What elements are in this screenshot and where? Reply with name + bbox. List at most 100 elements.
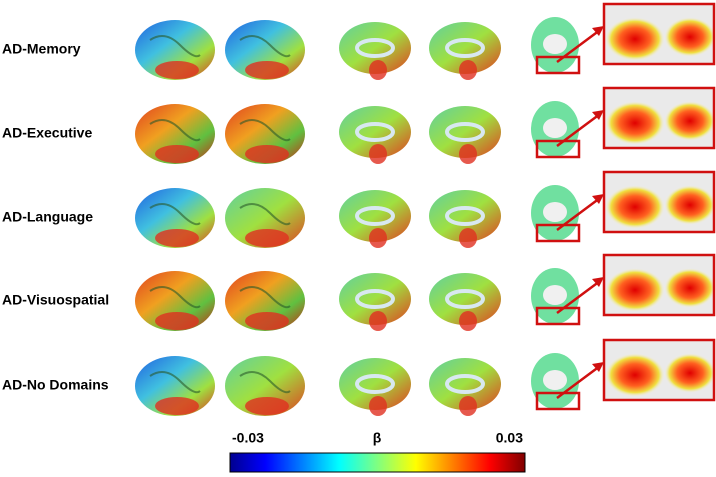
zoom-blob-right [664,353,716,393]
brain-medial [429,273,501,325]
corpus-callosum [445,38,485,58]
zoom-border [602,2,716,66]
brainstem [369,311,387,331]
roi-box [535,139,581,159]
row: AD-Language [2,170,716,248]
brainstem [459,228,477,248]
zoom-blob-left [605,101,665,145]
brainstem [459,60,477,80]
zoom-arrow [556,112,601,148]
arrow-head [592,110,604,120]
brain-medial [429,106,501,158]
zoom-border [602,86,716,150]
sulcus [239,119,291,142]
corpus-callosum [355,38,395,58]
temporal-lobe [245,61,289,79]
brain-medial [339,358,411,410]
sulcus [239,35,291,58]
brainstem [459,311,477,331]
arrow-head [592,277,604,287]
coronal-core [543,202,567,222]
row: AD-Visuospatial [2,253,716,331]
brain-medial [339,190,411,242]
sulcus [239,371,291,394]
zoom-blob-right [664,101,716,141]
zoom-arrow [556,28,601,64]
row-label: AD-Visuospatial [2,292,109,308]
zoom-blob-left [605,185,665,229]
brain-medial [429,190,501,242]
corpus-callosum [445,374,485,394]
temporal-lobe [155,61,199,79]
temporal-lobe [245,397,289,415]
coronal-core [543,370,567,390]
zoom-border [602,338,716,402]
zoom-blob-left [605,353,665,397]
coronal-core [543,285,567,305]
zoom-arrow [556,279,601,315]
coronal-core [543,118,567,138]
colorbar-min: -0.03 [232,430,264,446]
zoom-border [602,170,716,234]
temporal-lobe [245,229,289,247]
zoom-arrow [556,364,601,400]
row-label: AD-Memory [2,41,81,57]
roi-box [535,391,581,411]
arrow-head [592,26,604,36]
temporal-lobe [245,145,289,163]
brainstem [459,396,477,416]
temporal-lobe [155,229,199,247]
corpus-callosum [445,122,485,142]
roi-box [535,306,581,326]
zoom-blob-right [664,185,716,225]
sulcus [149,371,201,394]
sulcus [149,119,201,142]
corpus-callosum [355,289,395,309]
brainstem [369,144,387,164]
brain-medial [429,358,501,410]
sulcus [149,286,201,309]
colorbar-label: β [373,430,382,446]
sulcus [149,35,201,58]
brain-medial [429,22,501,74]
row: AD-No Domains [2,338,716,416]
roi-box [535,55,581,75]
sulcus [239,286,291,309]
zoom-blob-left [605,17,665,61]
brainstem [369,228,387,248]
zoom-blob-right [664,268,716,308]
colorbar-max: 0.03 [496,430,523,446]
arrow-head [592,362,604,372]
rows: AD-Memory AD-Executive AD-Language AD-Visuo… [2,2,716,416]
temporal-lobe [155,397,199,415]
brainstem [459,144,477,164]
corpus-callosum [355,374,395,394]
sulcus [239,203,291,226]
row-label: AD-Language [2,209,93,225]
row: AD-Memory [2,2,716,80]
row-label: AD-No Domains [2,377,109,393]
sulcus [149,203,201,226]
colorbar-gradient [229,452,526,473]
coronal-core [543,34,567,54]
row: AD-Executive [2,86,716,164]
brainstem [369,396,387,416]
zoom-blob-right [664,17,716,57]
zoom-border [602,253,716,317]
brain-medial [339,106,411,158]
roi-box [535,223,581,243]
brain-medial [339,22,411,74]
temporal-lobe [155,312,199,330]
arrow-head [592,194,604,204]
brainstem [369,60,387,80]
row-label: AD-Executive [2,125,92,141]
brain-medial [339,273,411,325]
temporal-lobe [155,145,199,163]
corpus-callosum [445,206,485,226]
temporal-lobe [245,312,289,330]
zoom-arrow [556,196,601,232]
colorbar: -0.03 β 0.03 [229,430,526,473]
corpus-callosum [355,122,395,142]
zoom-blob-left [605,268,665,312]
